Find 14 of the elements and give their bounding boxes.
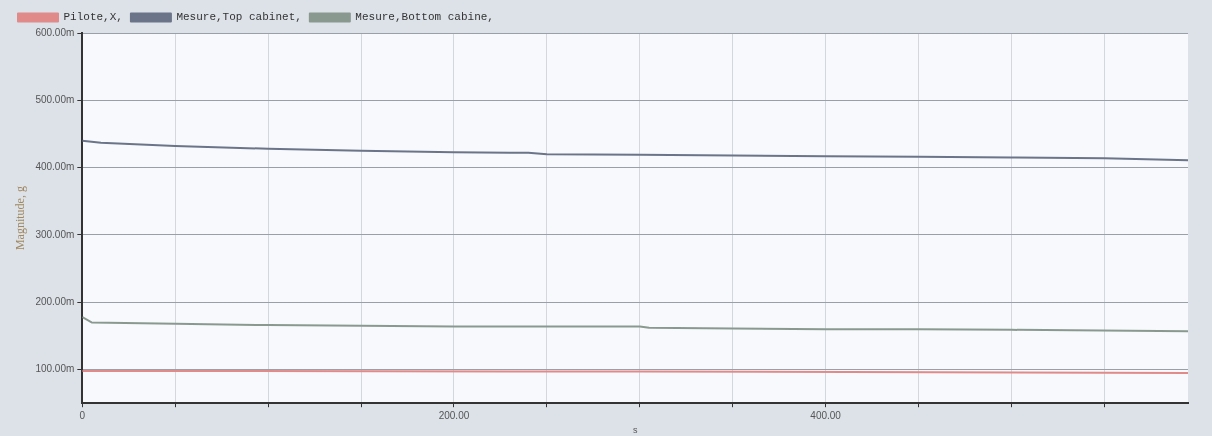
legend-label: Mesure,Top cabinet, bbox=[176, 11, 302, 24]
x-tick-label: 400.00 bbox=[810, 409, 842, 421]
legend-label: Mesure,Bottom cabine, bbox=[355, 11, 494, 24]
legend-label: Pilote,X, bbox=[63, 11, 123, 24]
x-axis-title: s bbox=[632, 425, 638, 436]
x-tick-label: 200.00 bbox=[438, 409, 470, 421]
y-tick-label: 100.00m bbox=[35, 363, 75, 375]
y-axis-title: Magnitude, g bbox=[13, 186, 28, 251]
y-tick-label: 500.00m bbox=[35, 94, 75, 106]
y-tick-label: 400.00m bbox=[35, 161, 75, 173]
y-tick-label: 200.00m bbox=[35, 295, 75, 307]
y-tick-label: 600.00m bbox=[35, 26, 75, 38]
y-tick-label: 300.00m bbox=[35, 228, 75, 240]
x-tick-label: 0 bbox=[79, 409, 86, 421]
